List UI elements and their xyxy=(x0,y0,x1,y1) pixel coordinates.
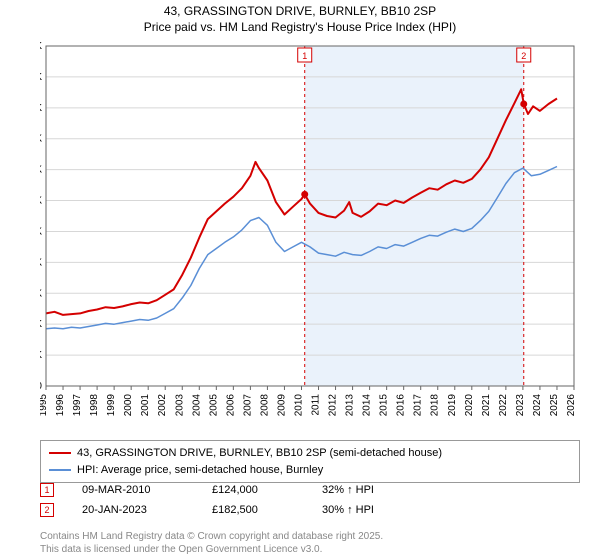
svg-text:2026: 2026 xyxy=(566,394,577,417)
svg-text:£40K: £40K xyxy=(40,319,42,330)
svg-text:2: 2 xyxy=(521,51,526,61)
svg-text:2014: 2014 xyxy=(362,394,373,417)
legend-swatch xyxy=(49,469,71,471)
svg-text:1: 1 xyxy=(302,51,307,61)
svg-text:1997: 1997 xyxy=(72,394,83,417)
entry-delta: 30% ↑ HPI xyxy=(322,504,580,516)
entry-marker: 2 xyxy=(40,503,54,517)
credit-line1: Contains HM Land Registry data © Crown c… xyxy=(40,531,383,544)
svg-text:2008: 2008 xyxy=(259,394,270,417)
svg-text:2023: 2023 xyxy=(515,394,526,417)
svg-text:2013: 2013 xyxy=(345,394,356,417)
svg-text:£60K: £60K xyxy=(40,288,42,299)
legend-label: 43, GRASSINGTON DRIVE, BURNLEY, BB10 2SP… xyxy=(77,445,442,462)
sale-entries: 1 09-MAR-2010£124,00032% ↑ HPI 2 20-JAN-202… xyxy=(40,480,580,520)
svg-text:1995: 1995 xyxy=(40,394,49,417)
legend-swatch xyxy=(49,452,71,454)
svg-text:£100K: £100K xyxy=(40,226,42,237)
title-line2: Price paid vs. HM Land Registry's House … xyxy=(0,20,600,36)
svg-text:2011: 2011 xyxy=(311,394,322,416)
svg-text:1996: 1996 xyxy=(55,394,66,417)
svg-text:2001: 2001 xyxy=(140,394,151,417)
svg-text:£200K: £200K xyxy=(40,72,42,83)
svg-text:2018: 2018 xyxy=(430,394,441,417)
svg-text:1998: 1998 xyxy=(89,394,100,417)
entry-row: 1 09-MAR-2010£124,00032% ↑ HPI xyxy=(40,480,580,500)
svg-text:2005: 2005 xyxy=(208,394,219,417)
legend-label: HPI: Average price, semi-detached house,… xyxy=(77,462,323,479)
svg-text:2015: 2015 xyxy=(379,394,390,417)
svg-text:2020: 2020 xyxy=(464,394,475,417)
credit-line2: This data is licensed under the Open Gov… xyxy=(40,544,383,557)
svg-text:2003: 2003 xyxy=(174,394,185,417)
svg-text:£140K: £140K xyxy=(40,165,42,176)
svg-text:£180K: £180K xyxy=(40,103,42,114)
entry-price: £182,500 xyxy=(212,504,322,516)
legend-row: HPI: Average price, semi-detached house,… xyxy=(49,462,571,479)
svg-text:2002: 2002 xyxy=(157,394,168,417)
entry-date: 09-MAR-2010 xyxy=(82,484,212,496)
svg-text:2010: 2010 xyxy=(293,394,304,417)
svg-text:2019: 2019 xyxy=(447,394,458,417)
svg-text:£220K: £220K xyxy=(40,41,42,52)
svg-text:1999: 1999 xyxy=(106,394,117,417)
svg-text:2017: 2017 xyxy=(413,394,424,417)
entry-marker: 1 xyxy=(40,483,54,497)
legend-row: 43, GRASSINGTON DRIVE, BURNLEY, BB10 2SP… xyxy=(49,445,571,462)
svg-text:2025: 2025 xyxy=(549,394,560,417)
svg-text:£160K: £160K xyxy=(40,134,42,145)
price-chart: £0 £20K £40K £60K £80K £100K £120K £140K £160K £1… xyxy=(40,40,580,430)
svg-text:£20K: £20K xyxy=(40,350,42,361)
svg-text:£120K: £120K xyxy=(40,196,42,207)
entry-price: £124,000 xyxy=(212,484,322,496)
chart-title: 43, GRASSINGTON DRIVE, BURNLEY, BB10 2SP… xyxy=(0,0,600,35)
svg-text:2012: 2012 xyxy=(328,394,339,417)
entry-date: 20-JAN-2023 xyxy=(82,504,212,516)
svg-text:2016: 2016 xyxy=(396,394,407,417)
svg-text:2006: 2006 xyxy=(225,394,236,417)
svg-text:2000: 2000 xyxy=(123,394,134,417)
svg-text:2022: 2022 xyxy=(498,394,509,417)
credit-text: Contains HM Land Registry data © Crown c… xyxy=(40,531,383,556)
entry-row: 2 20-JAN-2023£182,50030% ↑ HPI xyxy=(40,500,580,520)
entry-delta: 32% ↑ HPI xyxy=(322,484,580,496)
svg-text:2009: 2009 xyxy=(276,394,287,417)
svg-text:£0: £0 xyxy=(40,381,42,392)
legend: 43, GRASSINGTON DRIVE, BURNLEY, BB10 2SP… xyxy=(40,440,580,483)
svg-text:2004: 2004 xyxy=(191,394,202,417)
svg-text:2024: 2024 xyxy=(532,394,543,417)
svg-text:£80K: £80K xyxy=(40,257,42,268)
svg-text:2007: 2007 xyxy=(242,394,253,417)
svg-text:2021: 2021 xyxy=(481,394,492,417)
title-line1: 43, GRASSINGTON DRIVE, BURNLEY, BB10 2SP xyxy=(0,4,600,20)
